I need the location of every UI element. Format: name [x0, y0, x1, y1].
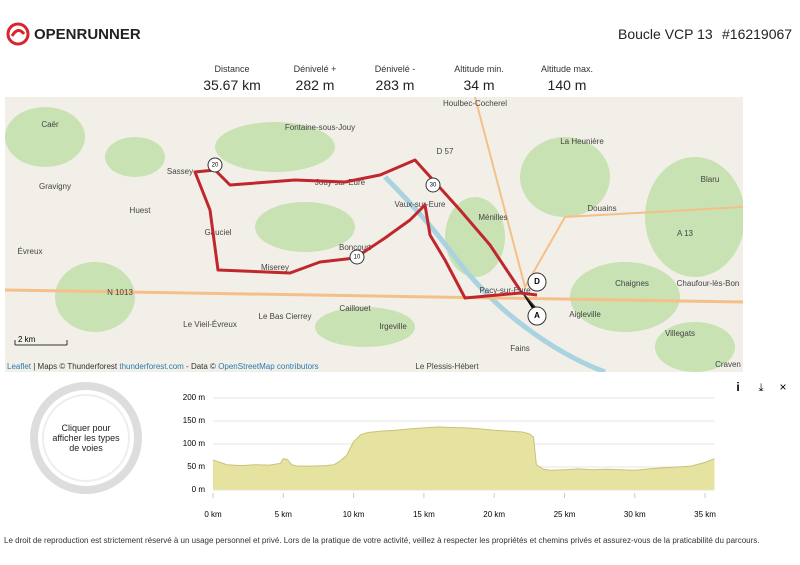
leaflet-link[interactable]: Leaflet: [7, 362, 32, 371]
scale-label: 2 km: [18, 335, 36, 344]
attribution: Leaflet | Maps © Thunderforest thunderfo…: [7, 362, 319, 371]
stat-value: 35.67 km: [203, 77, 261, 93]
route-name: Boucle VCP 13: [618, 26, 713, 42]
km-marker: [425, 177, 441, 193]
elevation-area: [213, 426, 715, 490]
stat-value: 283 m: [375, 77, 415, 93]
place-label: A 13: [677, 229, 694, 238]
y-tick-label: 100 m: [183, 439, 206, 448]
y-tick-label: 200 m: [183, 393, 206, 402]
stat-label: Altitude max.: [540, 64, 594, 74]
end-marker: [527, 306, 547, 326]
logo-icon: [6, 22, 30, 46]
place-label: Douains: [587, 204, 616, 213]
stat-label: Dénivelé -: [374, 64, 416, 74]
place-label: Villegats: [665, 329, 695, 338]
tf-link[interactable]: thunderforest.com: [119, 362, 184, 371]
x-tick-label: 35 km: [694, 510, 716, 519]
km-marker-label: 20: [212, 163, 219, 169]
stat-value: 140 m: [547, 77, 587, 93]
info-icon[interactable]: i: [736, 380, 739, 394]
stat-value: 34 m: [463, 77, 495, 93]
logo: OPENRUNNER: [34, 26, 141, 43]
x-tick-label: 5 km: [275, 510, 293, 519]
place-label: Évreux: [18, 247, 43, 256]
place-label: Boncourt: [339, 243, 372, 252]
road-types-ring: [30, 382, 142, 494]
x-tick-label: 0 km: [204, 510, 222, 519]
place-label: Ménilles: [478, 213, 507, 222]
place-label: Vaux-sur-Eure: [395, 200, 447, 209]
attr-text: - Data ©: [183, 362, 219, 371]
x-tick-label: 15 km: [413, 510, 435, 519]
km-marker: [349, 249, 365, 265]
road-types-button[interactable]: Cliquer pour afficher les types de voies: [42, 394, 130, 482]
place-label: Fains: [510, 344, 530, 353]
route: [193, 158, 538, 300]
elevation-chart: i ⤓ × 0 m 50 m 100 m 150 m 200 m 0 km 5 km 10 k…: [183, 380, 787, 519]
place-label: Irgeville: [379, 322, 407, 331]
stat-label: Distance: [214, 64, 250, 74]
y-tick-label: 0 m: [192, 485, 206, 494]
end-label: A: [534, 311, 540, 320]
place-label: La Heunière: [560, 137, 604, 146]
place-label: Le Plessis-Hébert: [415, 362, 479, 371]
x-tick-label: 30 km: [624, 510, 646, 519]
osm-link[interactable]: OpenStreetMap contributors: [218, 362, 319, 371]
place-label: Gravigny: [39, 182, 71, 191]
route-id: #16219067: [722, 26, 793, 42]
start-marker: [527, 272, 547, 292]
attr-text: | Maps © Thunderforest: [31, 362, 120, 371]
place-label: Chaufour-lès-Bon: [677, 279, 740, 288]
km-marker-label: 10: [354, 255, 361, 261]
place-label: Huest: [130, 206, 152, 215]
place-label: Aigleville: [569, 310, 601, 319]
place-label: Gauciel: [204, 228, 231, 237]
start-label: D: [534, 277, 540, 286]
place-label: Sassey: [167, 167, 193, 176]
place-label: Fontaine-sous-Jouy: [285, 123, 355, 132]
place-label: Blaru: [701, 175, 720, 184]
map: Houlbec-Cocherel Caër Fontaine-sous-Jouy La…: [5, 97, 743, 372]
x-tick-label: 10 km: [343, 510, 365, 519]
download-icon[interactable]: ⤓: [759, 382, 764, 394]
place-label: D 57: [437, 147, 454, 156]
y-tick-label: 50 m: [187, 462, 205, 471]
stat: Altitude max. 140 m: [522, 64, 612, 93]
x-tick-label: 25 km: [554, 510, 576, 519]
place-label: Craven: [715, 360, 741, 369]
place-label: Caillouet: [339, 304, 371, 313]
place-label: Caër: [41, 120, 59, 129]
stat: Dénivelé + 282 m: [270, 64, 360, 93]
stat-label: Dénivelé +: [293, 64, 337, 74]
place-label: Pacy-sur-Eure: [479, 286, 531, 295]
stat-label: Altitude min.: [454, 64, 504, 74]
place-label: Le Bas Cierrey: [259, 312, 312, 321]
place-label: Chaignes: [615, 279, 649, 288]
stat-value: 282 m: [295, 77, 335, 93]
place-label: Le Vieil-Évreux: [183, 320, 237, 329]
elevation-line: [212, 426, 715, 471]
km-marker-label: 30: [430, 183, 437, 189]
km-marker: [207, 157, 223, 173]
stat: Altitude min. 34 m: [434, 64, 524, 93]
x-tick-label: 20 km: [483, 510, 505, 519]
y-tick-label: 150 m: [183, 416, 206, 425]
footer: Le droit de reproduction est strictement…: [4, 536, 760, 545]
close-icon[interactable]: ×: [779, 380, 786, 394]
stat: Dénivelé - 283 m: [350, 64, 440, 93]
place-label: Houlbec-Cocherel: [443, 99, 507, 108]
place-label: Miserey: [261, 263, 289, 272]
stat: Distance 35.67 km: [187, 64, 277, 93]
place-label: N 1013: [107, 288, 133, 297]
